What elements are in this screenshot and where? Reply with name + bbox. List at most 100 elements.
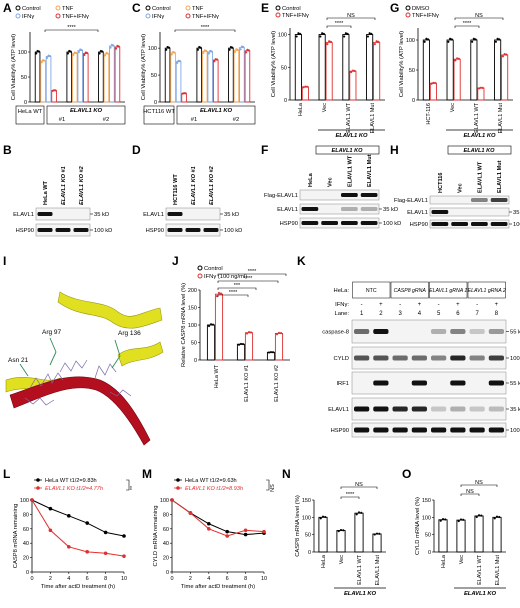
panelJ-x-label: ELAVL1 KO #1	[244, 365, 250, 402]
panelN-data-point	[378, 532, 381, 535]
panelC-data-point	[196, 48, 199, 51]
panelE-sig-bracket	[326, 17, 376, 20]
panel-m-letter: M	[142, 467, 152, 481]
panelA-data-point	[80, 48, 83, 52]
panelG-x-label: HCT-116	[426, 103, 432, 125]
panel-o-letter: O	[402, 467, 411, 481]
panelK-band	[431, 406, 447, 412]
panelM-sig-bracket	[266, 479, 270, 491]
panelE-data-point	[377, 40, 380, 43]
panelA-data-point	[40, 61, 43, 64]
panelJ-data-point	[237, 343, 241, 346]
panelC-data-point	[210, 50, 213, 53]
panelE-data-point	[343, 35, 346, 38]
panelA-ytick-label: 50	[21, 75, 27, 81]
panelO-y-axis-label: CYLD mRNA level (%)	[415, 497, 421, 555]
panelK-band	[354, 329, 370, 334]
panelL-data-point	[85, 521, 89, 525]
panelA-legend-label: TNF	[62, 6, 74, 12]
panelA-data-point	[35, 52, 38, 55]
panelM-ytick-label: 80	[163, 512, 169, 518]
panelE-data-point	[375, 40, 378, 43]
panel-j-letter: J	[172, 254, 179, 268]
panelM-ytick-label: 20	[163, 556, 169, 562]
panelN-ytick-label: 100	[302, 515, 311, 521]
panelC-bar	[201, 50, 208, 103]
panelA-legend-marker	[15, 5, 21, 11]
panelC-legend-label: IFNγ	[152, 14, 164, 20]
panelL-xtick-label: 4	[67, 576, 70, 582]
panelG-legend-label: DMSO	[412, 6, 430, 12]
panelK-ifn-sign: +	[379, 302, 383, 308]
panelC-legend-marker	[145, 13, 151, 19]
panelB-band	[73, 228, 89, 232]
panelM-ytick-label: 40	[163, 541, 169, 547]
panelA-legend-marker	[55, 5, 61, 11]
panelK-ifn-sign: -	[438, 302, 440, 308]
panelG-data-point	[454, 59, 457, 62]
panelN-sig-bracket	[340, 486, 378, 489]
panelJ-bar	[244, 332, 254, 361]
panelK-band	[488, 380, 504, 386]
panelC-bar	[207, 51, 214, 103]
panelG-bar	[429, 82, 437, 101]
panelA-bar	[45, 56, 52, 103]
panelL-xtick-label: 8	[104, 576, 107, 582]
panelE-legend-label: TNF+IFNγ	[282, 13, 309, 19]
panelJ-data-point	[275, 333, 279, 336]
panelH-band	[490, 198, 508, 202]
panelK-band	[488, 406, 504, 412]
panelE-data-point	[302, 86, 305, 89]
panelA-data-point	[54, 89, 57, 92]
panelK-band	[431, 329, 447, 334]
panelE-data-point	[351, 69, 354, 72]
panelL-y-axis-label: CASP8 mRNA remaining	[13, 504, 19, 568]
panel-c-letter: C	[132, 1, 141, 15]
panelK-band	[392, 427, 408, 433]
panelK-band	[373, 406, 389, 412]
panelD-row-label: ELAVL1	[143, 212, 164, 218]
panelM-ytick-label: 100	[160, 498, 169, 504]
panelK-ifn-sign: +	[456, 302, 460, 308]
panelK-band	[373, 427, 389, 433]
panelL-x-axis-label: Time after actD treatment (h)	[41, 584, 115, 590]
panelJ-data-point	[271, 351, 275, 354]
panelN-data-point	[339, 528, 343, 532]
panelN-bar	[318, 516, 328, 553]
panelG-data-point	[427, 38, 430, 41]
panelB-lane-label: HeLa WT	[43, 180, 49, 205]
panelC-data-point	[176, 61, 179, 64]
panelJ-data-point	[245, 332, 249, 335]
panel-b-letter: B	[3, 143, 12, 157]
panelE-data-point	[346, 32, 349, 35]
panelE-data-point	[350, 70, 353, 74]
panelJ-sig-bracket	[217, 294, 249, 297]
panelK-band	[469, 406, 485, 412]
panelA-data-point	[114, 47, 118, 50]
panelD-row-label: HSP90	[146, 228, 164, 234]
panelO-ytick-label: 0	[428, 550, 431, 556]
panelK-row-label: CYLD	[334, 356, 349, 362]
panelA-sig-label: ****	[67, 25, 76, 31]
panelG-sig-bracket	[454, 25, 480, 28]
panelF-ko-box	[315, 145, 380, 155]
panelG-bar	[477, 87, 485, 101]
panelL-xtick-label: 2	[49, 576, 52, 582]
panel-n-letter: N	[282, 467, 291, 481]
panelK-band	[450, 406, 466, 412]
panelE-bar	[301, 86, 309, 101]
panelK-row-label: ELAVL1	[328, 407, 349, 413]
panelA-bar	[114, 46, 121, 103]
panelB-band	[37, 228, 53, 232]
panelH-blot-strip	[429, 195, 510, 205]
panelN-ko-label: ELAVL1 KO	[344, 591, 377, 597]
panelO-ytick-label: 50	[425, 533, 431, 539]
panelJ-ytick-label: 50	[191, 341, 197, 347]
panelE-data-point	[370, 32, 373, 35]
panelK-band	[373, 329, 389, 334]
helix-shape-right	[117, 341, 164, 367]
panelN-data-point	[324, 515, 327, 519]
panelE-data-point	[368, 32, 371, 35]
